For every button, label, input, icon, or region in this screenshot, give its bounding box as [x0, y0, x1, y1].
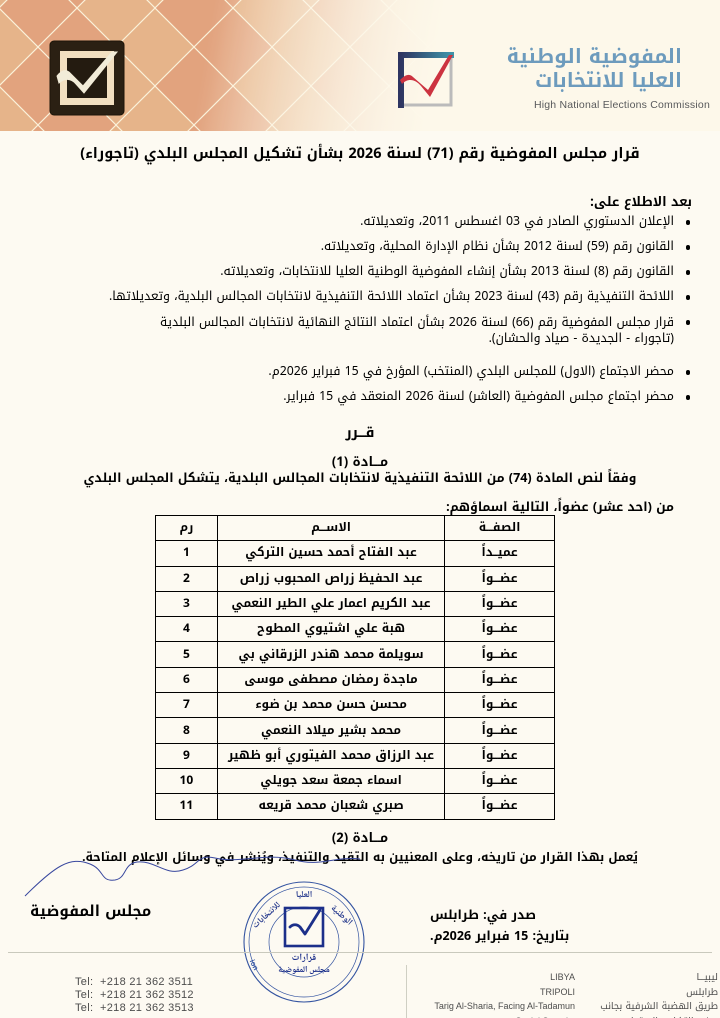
- svg-text:مجلس المفوضية: مجلس المفوضية: [278, 964, 330, 978]
- svg-text:العليا: العليا: [296, 887, 313, 903]
- svg-text:للانتخابات: للانتخابات: [249, 898, 285, 933]
